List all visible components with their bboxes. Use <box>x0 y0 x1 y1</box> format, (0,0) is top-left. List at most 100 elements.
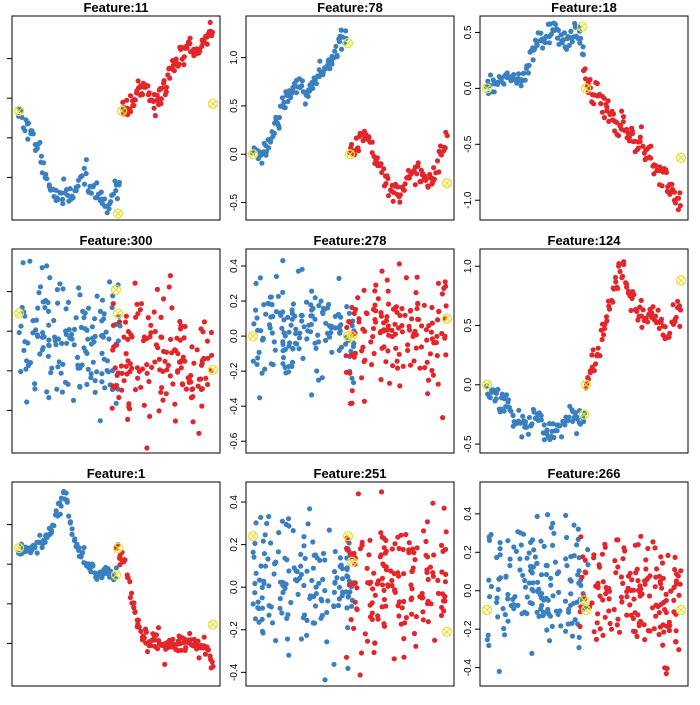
data-point <box>37 351 43 357</box>
data-point <box>85 366 91 372</box>
data-point <box>313 584 319 590</box>
data-point <box>420 595 426 601</box>
data-point <box>501 625 507 632</box>
data-point <box>59 340 65 346</box>
data-point <box>421 302 427 308</box>
data-point <box>352 306 359 313</box>
data-point <box>676 647 682 653</box>
data-point <box>521 70 527 76</box>
data-point <box>323 320 329 326</box>
data-point <box>285 612 291 618</box>
data-point <box>35 305 41 311</box>
data-point <box>511 602 517 608</box>
data-point <box>524 555 530 561</box>
data-point <box>678 307 684 313</box>
data-point <box>658 554 664 560</box>
data-point <box>289 316 295 322</box>
data-point <box>525 431 532 437</box>
data-point <box>425 576 431 583</box>
series-blue <box>484 20 587 97</box>
data-point <box>69 531 75 538</box>
circled-x-marker <box>675 604 687 616</box>
series-blue <box>250 506 357 683</box>
data-point <box>375 613 381 619</box>
y-tick-label: 0.2 <box>229 537 240 551</box>
data-point <box>656 631 662 638</box>
data-point <box>550 520 556 526</box>
data-point <box>643 566 649 572</box>
data-point <box>304 632 310 639</box>
data-point <box>209 29 216 35</box>
data-point <box>332 313 338 319</box>
data-point <box>199 386 205 392</box>
data-point <box>286 568 292 574</box>
data-point <box>134 301 140 307</box>
data-point <box>45 299 51 306</box>
data-point <box>629 295 635 302</box>
data-point <box>312 340 318 346</box>
data-point <box>53 508 59 514</box>
data-point <box>443 283 449 289</box>
data-point <box>568 554 574 560</box>
data-point <box>170 62 176 68</box>
data-point <box>367 614 374 620</box>
data-point <box>529 601 535 607</box>
panel-title: Feature:78 <box>317 0 383 15</box>
data-point <box>346 310 352 316</box>
data-point <box>84 350 90 356</box>
data-point <box>144 445 150 451</box>
data-point <box>555 27 562 33</box>
series-red <box>113 542 216 671</box>
data-point <box>320 576 326 583</box>
data-point <box>659 183 665 189</box>
data-point <box>663 609 669 616</box>
data-point <box>156 356 162 362</box>
data-point <box>113 188 119 194</box>
data-point <box>518 542 524 548</box>
data-point <box>638 533 644 539</box>
data-point <box>577 40 583 46</box>
data-point <box>316 377 322 383</box>
plot-frame <box>479 481 689 687</box>
data-point <box>554 428 560 434</box>
data-point <box>195 638 201 644</box>
data-point <box>258 514 264 520</box>
data-point <box>524 594 530 600</box>
data-point <box>69 526 75 532</box>
data-point <box>83 170 89 177</box>
data-point <box>401 654 407 660</box>
data-point <box>322 588 328 594</box>
data-point <box>534 42 540 48</box>
data-point <box>42 539 48 545</box>
data-point <box>331 569 338 575</box>
data-point <box>256 349 262 355</box>
circled-x-marker <box>207 619 219 630</box>
data-point <box>269 302 275 308</box>
data-point <box>381 327 387 333</box>
data-point <box>273 638 279 644</box>
data-point <box>336 347 342 353</box>
data-point <box>305 521 311 527</box>
data-point <box>665 552 671 559</box>
data-point <box>367 602 373 608</box>
data-point <box>299 78 305 84</box>
data-point <box>158 101 164 107</box>
data-point <box>266 145 272 151</box>
data-point <box>286 329 292 335</box>
data-point <box>548 582 554 588</box>
data-point <box>435 577 441 584</box>
data-point <box>539 602 545 609</box>
data-point <box>540 609 546 615</box>
data-point <box>545 606 551 613</box>
data-point <box>495 386 501 393</box>
data-point <box>259 337 266 343</box>
data-point <box>413 643 419 649</box>
data-point <box>174 335 180 341</box>
data-point <box>629 128 635 134</box>
circled-x-marker <box>580 379 592 390</box>
circled-x-marker <box>207 98 219 110</box>
data-point <box>102 385 108 391</box>
data-point <box>172 347 178 353</box>
data-point <box>368 362 375 368</box>
data-point <box>618 574 625 580</box>
